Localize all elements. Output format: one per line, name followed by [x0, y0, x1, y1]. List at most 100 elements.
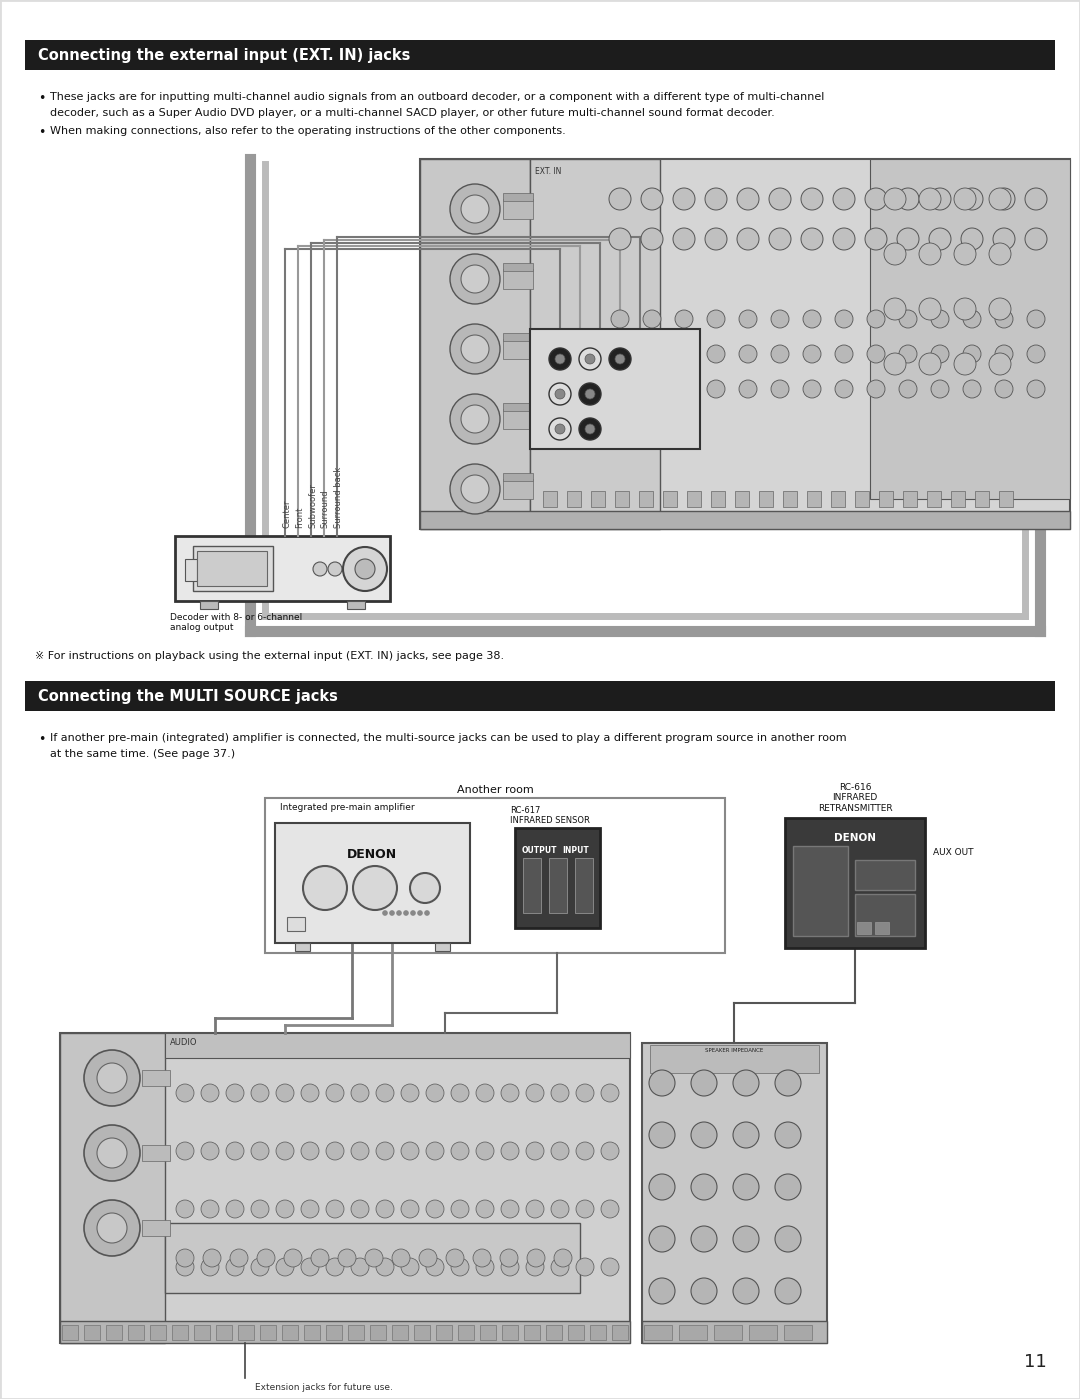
Circle shape: [376, 1084, 394, 1102]
Bar: [503, 269, 534, 290]
Bar: [392, 1325, 408, 1340]
Bar: [436, 1325, 453, 1340]
Bar: [347, 602, 365, 609]
Bar: [458, 1325, 474, 1340]
Bar: [855, 860, 915, 890]
Circle shape: [995, 311, 1013, 327]
Circle shape: [919, 298, 941, 320]
Text: Connecting the external input (EXT. IN) jacks: Connecting the external input (EXT. IN) …: [38, 48, 410, 63]
Circle shape: [338, 1249, 356, 1267]
Circle shape: [392, 1249, 410, 1267]
Text: Extension jacks for future use.: Extension jacks for future use.: [255, 1384, 393, 1392]
Circle shape: [769, 187, 791, 210]
Circle shape: [919, 353, 941, 375]
Bar: [567, 491, 581, 506]
Circle shape: [885, 353, 906, 375]
Circle shape: [691, 1070, 717, 1095]
Circle shape: [549, 348, 571, 369]
Circle shape: [576, 1258, 594, 1276]
Bar: [84, 1325, 100, 1340]
Bar: [414, 1325, 430, 1340]
Bar: [783, 491, 797, 506]
Bar: [927, 491, 941, 506]
Circle shape: [426, 1200, 444, 1219]
Bar: [480, 1325, 496, 1340]
Circle shape: [600, 1200, 619, 1219]
Circle shape: [771, 311, 789, 327]
Circle shape: [549, 383, 571, 404]
Bar: [870, 159, 1070, 499]
Circle shape: [705, 228, 727, 250]
Text: RC-617
INFRARED SENSOR: RC-617 INFRARED SENSOR: [510, 806, 590, 825]
Circle shape: [691, 1226, 717, 1252]
Bar: [503, 473, 534, 481]
Circle shape: [611, 381, 629, 397]
Circle shape: [643, 381, 661, 397]
Circle shape: [451, 1084, 469, 1102]
Circle shape: [461, 334, 489, 362]
Bar: [679, 1325, 707, 1340]
Circle shape: [251, 1200, 269, 1219]
Circle shape: [461, 404, 489, 434]
Bar: [60, 1032, 165, 1343]
Circle shape: [707, 311, 725, 327]
Circle shape: [576, 1200, 594, 1219]
Circle shape: [1027, 311, 1045, 327]
Text: OUTPUT: OUTPUT: [522, 846, 557, 855]
Bar: [793, 846, 848, 936]
Bar: [194, 1325, 210, 1340]
Circle shape: [707, 346, 725, 362]
Bar: [714, 1325, 742, 1340]
Circle shape: [585, 424, 595, 434]
Circle shape: [404, 911, 408, 915]
Bar: [503, 478, 534, 499]
Circle shape: [775, 1174, 801, 1200]
Circle shape: [313, 562, 327, 576]
Bar: [287, 916, 305, 930]
Text: When making connections, also refer to the operating instructions of the other c: When making connections, also refer to t…: [50, 126, 566, 136]
Text: Integrated pre-main amplifier: Integrated pre-main amplifier: [280, 803, 415, 811]
Bar: [875, 922, 889, 935]
Bar: [639, 491, 653, 506]
Bar: [60, 1032, 630, 1343]
Circle shape: [450, 325, 500, 374]
Circle shape: [326, 1084, 345, 1102]
Text: •: •: [38, 92, 45, 105]
Circle shape: [737, 187, 759, 210]
Bar: [858, 922, 870, 935]
Circle shape: [461, 476, 489, 504]
Circle shape: [176, 1200, 194, 1219]
Circle shape: [551, 1142, 569, 1160]
Bar: [260, 1325, 276, 1340]
Circle shape: [390, 911, 394, 915]
Bar: [575, 858, 593, 914]
Text: Connecting the MULTI SOURCE jacks: Connecting the MULTI SOURCE jacks: [38, 688, 338, 704]
Bar: [503, 409, 534, 429]
Circle shape: [579, 418, 600, 441]
Circle shape: [84, 1200, 140, 1256]
Circle shape: [961, 228, 983, 250]
Circle shape: [401, 1200, 419, 1219]
Bar: [546, 1325, 562, 1340]
Circle shape: [276, 1200, 294, 1219]
Circle shape: [555, 424, 565, 434]
Bar: [711, 491, 725, 506]
Circle shape: [551, 1258, 569, 1276]
Circle shape: [473, 1249, 491, 1267]
Circle shape: [691, 1122, 717, 1149]
Circle shape: [675, 311, 693, 327]
Circle shape: [739, 381, 757, 397]
Circle shape: [501, 1258, 519, 1276]
Bar: [275, 823, 470, 943]
Circle shape: [551, 1084, 569, 1102]
Circle shape: [424, 911, 430, 915]
Bar: [735, 491, 750, 506]
Text: These jacks are for inputting multi-channel audio signals from an outboard decod: These jacks are for inputting multi-chan…: [50, 92, 824, 102]
Bar: [530, 329, 700, 449]
Circle shape: [251, 1142, 269, 1160]
Circle shape: [365, 1249, 383, 1267]
Circle shape: [376, 1142, 394, 1160]
Bar: [150, 1325, 166, 1340]
Circle shape: [585, 354, 595, 364]
Bar: [642, 1321, 827, 1343]
